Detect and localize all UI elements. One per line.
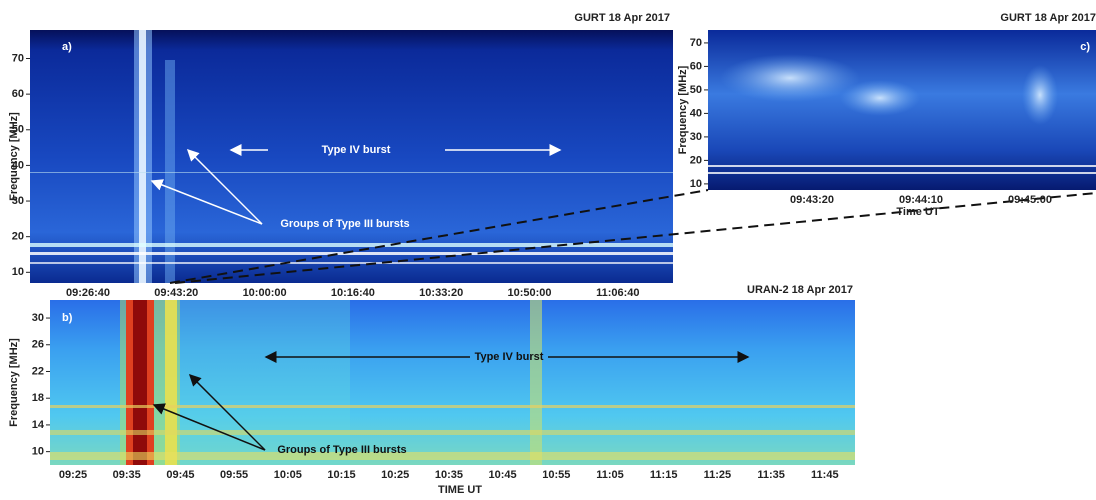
x-tick-label: 11:45 [811, 469, 839, 481]
y-tick-label: 70 [12, 52, 24, 64]
x-tick-label: 10:50:00 [507, 287, 551, 299]
y-tick-label: 60 [12, 88, 24, 100]
y-tick-label: 26 [32, 339, 44, 351]
zoom-line [169, 189, 709, 284]
panel-label: b) [62, 312, 73, 324]
x-tick-label: 09:25 [59, 469, 87, 481]
y-tick-label: 70 [690, 37, 702, 49]
x-tick-label: 11:35 [757, 469, 785, 481]
x-axis-label: TIME UT [438, 484, 482, 495]
annotation: Type IV burst [475, 351, 544, 363]
x-tick-label: 10:55 [542, 469, 570, 481]
x-tick-label: 10:45 [489, 469, 517, 481]
x-tick-label: 09:43:20 [154, 287, 198, 299]
x-tick-label: 11:05 [596, 469, 624, 481]
arrows [150, 144, 750, 451]
chart-title: GURT 18 Apr 2017 [1000, 12, 1096, 24]
x-tick-label: 09:26:40 [66, 287, 110, 299]
zoom-line [174, 192, 1096, 284]
x-tick-label: 11:25 [704, 469, 732, 481]
y-tick-label: 40 [690, 107, 702, 119]
y-tick-label: 20 [690, 154, 702, 166]
spectrogram-a [30, 30, 673, 283]
y-tick-label: 10 [12, 266, 24, 278]
x-tick-label: 10:33:20 [419, 287, 463, 299]
chart-title: GURT 18 Apr 2017 [574, 12, 670, 24]
annotation: Groups of Type III bursts [280, 218, 409, 230]
y-tick-label: 50 [690, 84, 702, 96]
x-tick-label: 09:43:20 [790, 194, 834, 206]
annotation: Groups of Type III bursts [277, 444, 406, 456]
y-tick-label: 14 [32, 419, 45, 431]
y-tick-label: 20 [12, 231, 24, 243]
y-tick-label: 30 [12, 195, 24, 207]
x-tick-label: 11:06:40 [596, 287, 639, 299]
y-tick-label: 22 [32, 365, 44, 377]
x-tick-label: 09:45:00 [1008, 194, 1052, 206]
panel-label: c) [1080, 41, 1090, 53]
y-tick-label: 50 [12, 124, 24, 136]
x-tick-label: 10:35 [435, 469, 463, 481]
x-tick-label: 10:16:40 [331, 287, 375, 299]
x-tick-label: 09:45 [166, 469, 194, 481]
x-tick-label: 09:35 [113, 469, 141, 481]
x-tick-label: 10:05 [274, 469, 302, 481]
x-tick-label: 09:44:10 [899, 194, 943, 206]
y-tick-label: 30 [32, 312, 44, 324]
annotation: Type IV burst [322, 144, 391, 156]
panel-label: a) [62, 41, 72, 53]
x-tick-label: 09:55 [220, 469, 248, 481]
x-tick-label: 10:00:00 [243, 287, 287, 299]
y-tick-label: 10 [32, 446, 44, 458]
y-axis-label: Frequency [MHz] [8, 112, 20, 201]
x-tick-label: 10:25 [381, 469, 409, 481]
y-tick-label: 40 [12, 159, 24, 171]
y-axis-label: Frequency [MHz] [677, 65, 689, 154]
y-tick-label: 10 [690, 178, 702, 190]
y-tick-label: 18 [32, 392, 44, 404]
spectrogram-c [708, 30, 1096, 190]
y-axis-label: Frequency [MHz] [8, 338, 20, 427]
y-tick-label: 30 [690, 131, 702, 143]
x-tick-label: 10:15 [327, 469, 355, 481]
y-tick-label: 60 [690, 60, 702, 72]
x-axis-label: Time UT [896, 206, 939, 218]
x-tick-label: 11:15 [650, 469, 678, 481]
chart-title: URAN-2 18 Apr 2017 [747, 284, 853, 296]
spectrogram-b [50, 300, 855, 465]
